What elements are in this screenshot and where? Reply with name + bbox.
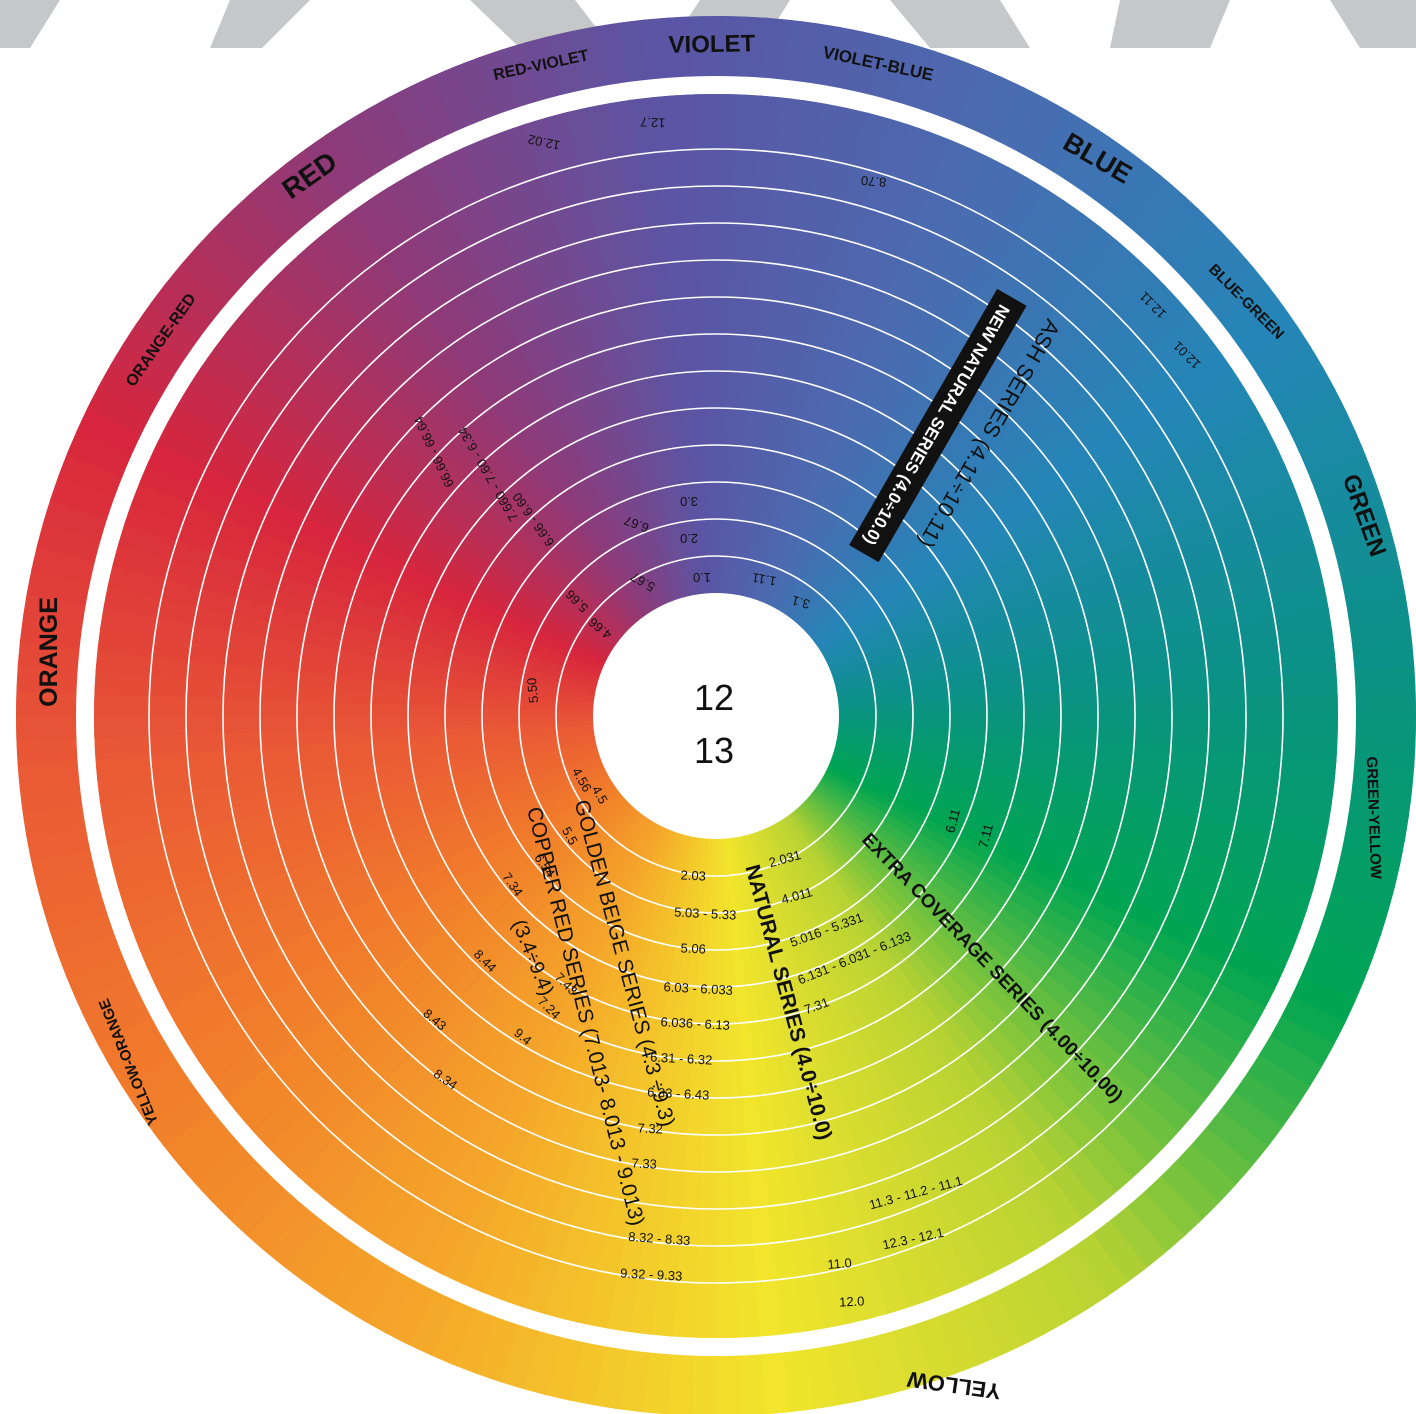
shade-code: 11.0 [827,1255,853,1272]
shade-code: 5.06 [680,940,706,956]
shade-code: 6.33 - 6.43 [647,1084,710,1102]
shade-code: 12.7 [640,115,666,131]
center-circle [593,593,839,839]
shade-code: 3.0 [680,494,698,509]
color-wedge [693,94,720,717]
shade-code: 7.33 [631,1155,657,1171]
shade-code: 5.03 - 5.33 [674,904,737,922]
shade-code: 6.31 - 6.32 [650,1049,713,1067]
ring-line [222,222,1210,1210]
concentric-rings [148,148,1284,1284]
ring-line [370,370,1062,1062]
ring-line [148,148,1284,1284]
center-number-1: 12 [694,677,734,718]
ring-line [444,444,988,988]
shade-code: 12.02 [527,132,562,153]
shade-code: 6.11 [942,807,963,834]
shade-code: 8.70 [860,173,887,190]
ring-line [185,185,1247,1247]
shade-code: 9.32 - 9.33 [620,1265,683,1283]
shade-code: 8.32 - 8.33 [628,1229,691,1248]
ring-line [481,481,951,951]
shade-code: 1.0 [693,570,711,585]
hue-label-orange: ORANGE [35,597,63,707]
shade-code: 3.1 [790,593,811,612]
ring-line [407,407,1025,1025]
shade-code: 7.11 [975,822,996,849]
shade-code: 2.0 [680,531,698,546]
ring-line [518,518,914,914]
hue-label-violet: VIOLET [668,30,755,59]
ring-line [259,259,1173,1173]
ring-line [296,296,1136,1136]
shade-code: 12.0 [839,1293,865,1309]
ring-line [555,555,877,877]
ring-line [333,333,1099,1099]
center-number-2: 13 [694,730,734,771]
shade-code: 1.11 [751,570,778,589]
shade-code: 6.03 - 6.033 [663,979,733,998]
hue-label-green-yellow: GREEN-YELLOW [1363,756,1384,880]
shade-code: 7.32 [637,1120,663,1136]
shade-code: 5.50 [524,677,541,704]
inner-color-disc [94,94,1338,1338]
shade-code: 6.036 - 6.13 [660,1014,730,1033]
shade-code: 2.03 [680,867,706,883]
